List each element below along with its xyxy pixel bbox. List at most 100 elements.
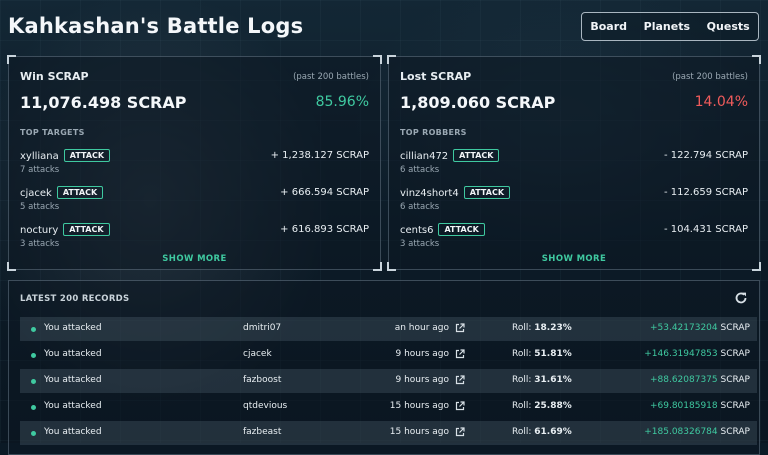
records-panel: LATEST 200 RECORDS You attacked dmitri07…: [8, 280, 760, 455]
roll-value: 61.69%: [534, 427, 572, 437]
external-link-icon[interactable]: [455, 349, 465, 359]
target-name[interactable]: noctury: [20, 225, 59, 236]
refresh-icon[interactable]: [734, 291, 748, 305]
robber-amount-text: - 122.794 SCRAP: [663, 150, 748, 161]
scrap-unit: SCRAP: [720, 375, 750, 385]
attack-count: 7 attacks: [20, 165, 60, 175]
record-gain: +185.08326784 SCRAP: [644, 427, 750, 437]
record-roll: Roll: 25.88%: [512, 401, 572, 411]
record-opponent[interactable]: qtdevious: [243, 401, 288, 411]
nav-planets[interactable]: Planets: [643, 20, 691, 33]
record-time: 9 hours ago: [395, 375, 450, 385]
robber-amount: - 112.659 SCRAP: [664, 187, 748, 198]
record-gain: +88.62087375 SCRAP: [650, 375, 750, 385]
attack-count: 6 attacks: [400, 202, 440, 212]
page-title: Kahkashan's Battle Logs: [8, 14, 304, 38]
record-opponent[interactable]: fazbeast: [243, 427, 282, 437]
robber-row: vinz4short4 ATTACK 6 attacks - 112.659 SC…: [400, 184, 748, 214]
record-action: You attacked: [44, 401, 102, 411]
attack-button[interactable]: ATTACK: [63, 223, 110, 236]
attack-button[interactable]: ATTACK: [63, 149, 111, 162]
panel-corner: [387, 262, 396, 271]
win-panel-title: Win SCRAP: [20, 70, 89, 83]
attack-button[interactable]: ATTACK: [56, 186, 104, 199]
attack-button[interactable]: ATTACK: [438, 223, 485, 236]
external-link-icon[interactable]: [455, 427, 465, 437]
gain-value: +88.62087375: [649, 375, 718, 385]
attack-count: 3 attacks: [20, 239, 60, 249]
record-row: You attacked qtdevious 15 hours ago Roll…: [20, 395, 757, 419]
robber-name[interactable]: cillian472: [400, 151, 449, 162]
record-gain: +53.42173204 SCRAP: [650, 323, 750, 333]
status-dot: [31, 353, 36, 358]
top-nav: Board Planets Quests: [581, 12, 759, 41]
panel-corner: [7, 262, 16, 271]
show-more-robbers-button[interactable]: SHOW MORE: [541, 254, 607, 264]
top-robbers-heading: TOP ROBBERS: [400, 128, 467, 137]
nav-board[interactable]: Board: [590, 20, 627, 33]
external-link-icon[interactable]: [455, 375, 465, 385]
nav-quests[interactable]: Quests: [706, 20, 750, 33]
target-amount: + 1,238.127 SCRAP: [271, 150, 369, 161]
robber-name[interactable]: vinz4short4: [400, 188, 459, 199]
target-amount-text: + 616.893 SCRAP: [280, 224, 369, 235]
robber-row: cillian472 ATTACK 6 attacks - 122.794 SCR…: [400, 147, 748, 177]
record-action: You attacked: [44, 427, 102, 437]
roll-label: Roll:: [512, 401, 532, 411]
target-amount: + 666.594 SCRAP: [280, 187, 369, 198]
win-total: 11,076.498 SCRAP: [20, 93, 187, 112]
record-roll: Roll: 31.61%: [512, 375, 572, 385]
record-row: You attacked cjacek 9 hours ago Roll: 51…: [20, 343, 757, 367]
panel-corner: [752, 262, 761, 271]
record-time: 15 hours ago: [389, 401, 449, 411]
roll-value: 31.61%: [534, 375, 572, 385]
attack-count: 3 attacks: [400, 239, 440, 249]
robber-amount: - 104.431 SCRAP: [664, 224, 748, 235]
gain-value: +53.42173204: [649, 323, 718, 333]
scrap-unit: SCRAP: [720, 349, 750, 359]
robber-name[interactable]: cents6: [400, 225, 434, 236]
lost-percent: 14.04%: [694, 94, 748, 110]
record-time: 15 hours ago: [389, 427, 449, 437]
gain-value: +146.31947853: [644, 349, 718, 359]
record-action: You attacked: [44, 349, 102, 359]
attack-button[interactable]: ATTACK: [463, 186, 511, 199]
show-more-targets-button[interactable]: SHOW MORE: [162, 254, 227, 264]
gain-value: +185.08326784: [644, 427, 718, 437]
target-row: cjacek ATTACK 5 attacks + 666.594 SCRAP: [20, 184, 369, 214]
target-row: noctury ATTACK 3 attacks + 616.893 SCRAP: [20, 221, 369, 251]
lost-scrap-panel: Lost SCRAP (past 200 battles) 1,809.060 …: [387, 55, 761, 271]
record-row: You attacked fazbeast 15 hours ago Roll:…: [20, 421, 757, 445]
record-roll: Roll: 18.23%: [512, 323, 572, 333]
record-opponent[interactable]: dmitri07: [243, 323, 282, 333]
roll-label: Roll:: [512, 349, 532, 359]
record-action: You attacked: [44, 375, 102, 385]
status-dot: [31, 405, 36, 410]
record-gain: +146.31947853 SCRAP: [644, 349, 750, 359]
target-name[interactable]: xylliana: [20, 151, 59, 162]
panel-corner: [7, 55, 16, 64]
attack-button[interactable]: ATTACK: [453, 149, 500, 162]
target-amount-text: + 1,238.127 SCRAP: [270, 150, 369, 161]
external-link-icon[interactable]: [455, 323, 465, 333]
external-link-icon[interactable]: [455, 401, 465, 411]
record-opponent[interactable]: fazboost: [243, 375, 282, 385]
panel-corner: [373, 55, 382, 64]
record-opponent[interactable]: cjacek: [243, 349, 272, 359]
target-amount: + 616.893 SCRAP: [280, 224, 369, 235]
records-heading: LATEST 200 RECORDS: [20, 294, 130, 304]
target-row: xylliana ATTACK 7 attacks + 1,238.127 SCR…: [20, 147, 369, 177]
target-name[interactable]: cjacek: [20, 188, 52, 199]
lost-panel-subtitle: (past 200 battles): [672, 72, 748, 82]
roll-value: 18.23%: [534, 323, 572, 333]
robber-amount-text: - 104.431 SCRAP: [663, 224, 748, 235]
robber-amount-text: - 112.659 SCRAP: [663, 187, 748, 198]
attack-count: 6 attacks: [400, 165, 440, 175]
attack-count: 5 attacks: [20, 202, 60, 212]
win-panel-subtitle: (past 200 battles): [293, 72, 369, 82]
record-time: an hour ago: [394, 323, 449, 333]
panel-corner: [373, 262, 382, 271]
roll-value: 25.88%: [534, 401, 572, 411]
panel-corner: [752, 55, 761, 64]
record-row: You attacked fazboost 9 hours ago Roll: …: [20, 369, 757, 393]
